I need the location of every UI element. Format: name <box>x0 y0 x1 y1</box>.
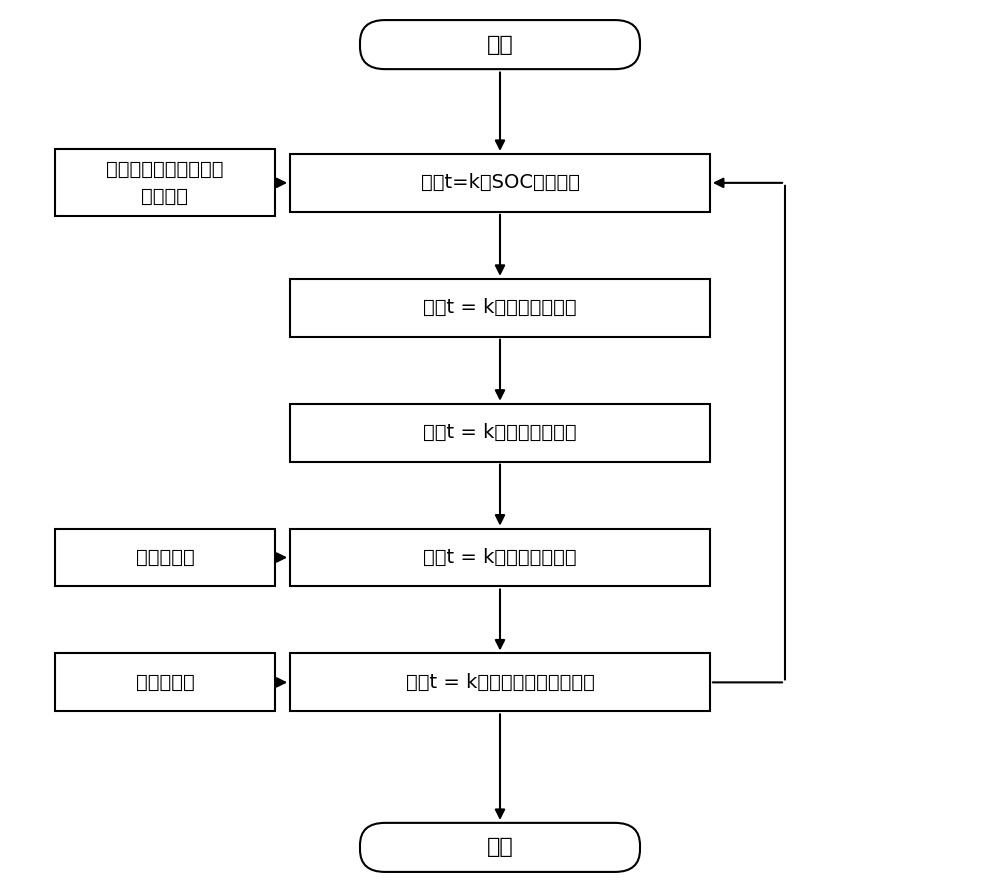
Text: 根据上次的最佳估计值
进行预测: 根据上次的最佳估计值 进行预测 <box>106 160 224 206</box>
Text: 更新t = k时的最优估计值的误差: 更新t = k时的最优估计值的误差 <box>406 673 594 692</box>
Text: 结束: 结束 <box>487 838 513 857</box>
FancyBboxPatch shape <box>290 653 710 712</box>
Text: 开始: 开始 <box>487 35 513 54</box>
FancyBboxPatch shape <box>55 528 275 587</box>
Text: 计算t = k时的卡尔曼增益: 计算t = k时的卡尔曼增益 <box>423 423 577 442</box>
FancyBboxPatch shape <box>290 528 710 587</box>
FancyBboxPatch shape <box>290 403 710 462</box>
Text: 求取t = k时的协方差矩阵: 求取t = k时的协方差矩阵 <box>423 298 577 318</box>
Text: 计算t=k时SOC的预测值: 计算t=k时SOC的预测值 <box>420 173 580 193</box>
FancyBboxPatch shape <box>55 653 275 712</box>
FancyBboxPatch shape <box>290 153 710 211</box>
FancyBboxPatch shape <box>290 278 710 336</box>
FancyBboxPatch shape <box>55 149 275 216</box>
Text: 卡尔曼增益: 卡尔曼增益 <box>136 673 194 692</box>
FancyBboxPatch shape <box>360 822 640 872</box>
Text: 实际端电压: 实际端电压 <box>136 548 194 567</box>
FancyBboxPatch shape <box>360 20 640 70</box>
Text: 计算t = k时的最优估计值: 计算t = k时的最优估计值 <box>423 548 577 567</box>
